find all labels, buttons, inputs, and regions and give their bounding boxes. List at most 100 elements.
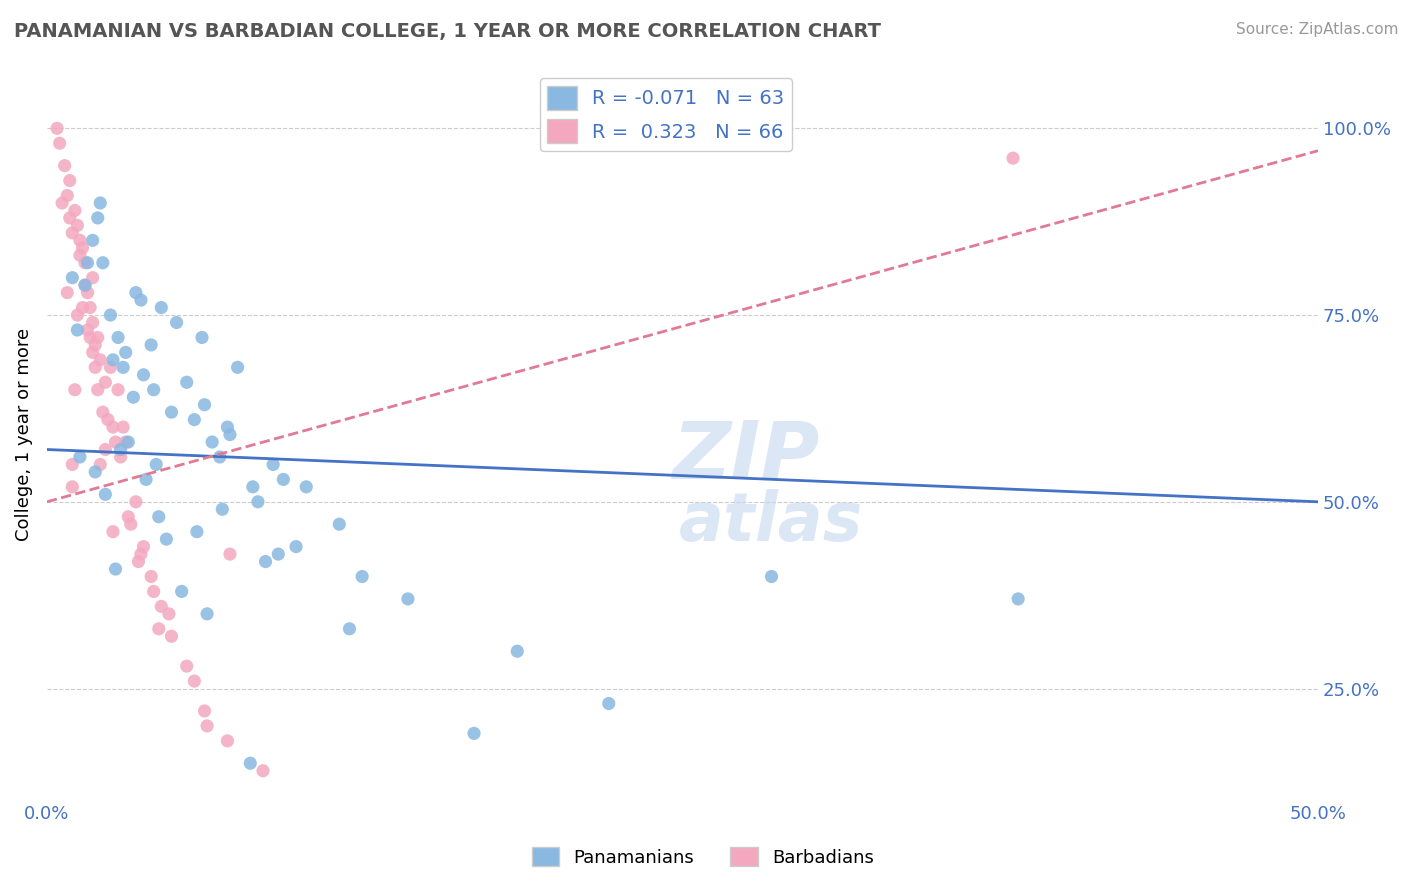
- Point: [114, 435, 136, 450]
- Point: [129, 293, 152, 307]
- Point: [157, 607, 180, 621]
- Point: [195, 607, 218, 621]
- Point: [463, 726, 485, 740]
- Point: [761, 569, 783, 583]
- Y-axis label: College, 1 year or more: College, 1 year or more: [15, 328, 32, 541]
- Point: [183, 674, 205, 689]
- Point: [506, 644, 529, 658]
- Point: [63, 203, 86, 218]
- Point: [84, 338, 107, 352]
- Point: [69, 450, 91, 464]
- Legend: Panamanians, Barbadians: Panamanians, Barbadians: [524, 840, 882, 874]
- Point: [176, 376, 198, 390]
- Point: [110, 442, 132, 457]
- Point: [191, 330, 214, 344]
- Point: [56, 285, 79, 300]
- Point: [148, 509, 170, 524]
- Point: [97, 412, 120, 426]
- Text: Source: ZipAtlas.com: Source: ZipAtlas.com: [1236, 22, 1399, 37]
- Point: [59, 211, 82, 225]
- Point: [104, 562, 127, 576]
- Point: [211, 502, 233, 516]
- Point: [219, 427, 242, 442]
- Point: [107, 330, 129, 344]
- Point: [76, 256, 98, 270]
- Point: [125, 285, 148, 300]
- Point: [79, 301, 101, 315]
- Point: [176, 659, 198, 673]
- Point: [79, 330, 101, 344]
- Point: [132, 368, 155, 382]
- Point: [69, 248, 91, 262]
- Point: [82, 233, 104, 247]
- Point: [60, 480, 83, 494]
- Point: [160, 405, 183, 419]
- Point: [139, 569, 162, 583]
- Point: [51, 196, 73, 211]
- Point: [46, 121, 69, 136]
- Point: [82, 270, 104, 285]
- Point: [125, 495, 148, 509]
- Point: [117, 509, 139, 524]
- Point: [89, 352, 111, 367]
- Point: [160, 629, 183, 643]
- Point: [155, 532, 177, 546]
- Point: [120, 517, 142, 532]
- Point: [73, 278, 96, 293]
- Point: [66, 219, 89, 233]
- Point: [122, 390, 145, 404]
- Point: [112, 420, 135, 434]
- Point: [267, 547, 290, 561]
- Point: [87, 330, 110, 344]
- Point: [132, 540, 155, 554]
- Point: [89, 458, 111, 472]
- Point: [328, 517, 350, 532]
- Point: [217, 420, 239, 434]
- Point: [195, 719, 218, 733]
- Point: [76, 285, 98, 300]
- Point: [104, 435, 127, 450]
- Point: [101, 420, 124, 434]
- Point: [107, 383, 129, 397]
- Point: [193, 704, 215, 718]
- Point: [166, 316, 188, 330]
- Point: [84, 465, 107, 479]
- Point: [226, 360, 249, 375]
- Point: [254, 555, 277, 569]
- Point: [242, 480, 264, 494]
- Legend: R = -0.071   N = 63, R =  0.323   N = 66: R = -0.071 N = 63, R = 0.323 N = 66: [540, 78, 792, 151]
- Point: [87, 211, 110, 225]
- Point: [1002, 151, 1025, 165]
- Point: [94, 487, 117, 501]
- Point: [208, 450, 231, 464]
- Point: [273, 472, 295, 486]
- Point: [72, 241, 94, 255]
- Point: [295, 480, 318, 494]
- Point: [89, 196, 111, 211]
- Point: [100, 360, 122, 375]
- Point: [91, 405, 114, 419]
- Point: [127, 555, 149, 569]
- Point: [94, 442, 117, 457]
- Point: [94, 376, 117, 390]
- Point: [100, 308, 122, 322]
- Point: [60, 270, 83, 285]
- Point: [183, 412, 205, 426]
- Point: [66, 308, 89, 322]
- Point: [56, 188, 79, 202]
- Point: [201, 435, 224, 450]
- Point: [246, 495, 269, 509]
- Point: [262, 458, 284, 472]
- Point: [117, 435, 139, 450]
- Point: [148, 622, 170, 636]
- Point: [91, 256, 114, 270]
- Point: [170, 584, 193, 599]
- Point: [129, 547, 152, 561]
- Point: [252, 764, 274, 778]
- Point: [84, 360, 107, 375]
- Point: [285, 540, 308, 554]
- Point: [145, 458, 167, 472]
- Point: [60, 226, 83, 240]
- Text: atlas: atlas: [679, 490, 863, 556]
- Point: [396, 591, 419, 606]
